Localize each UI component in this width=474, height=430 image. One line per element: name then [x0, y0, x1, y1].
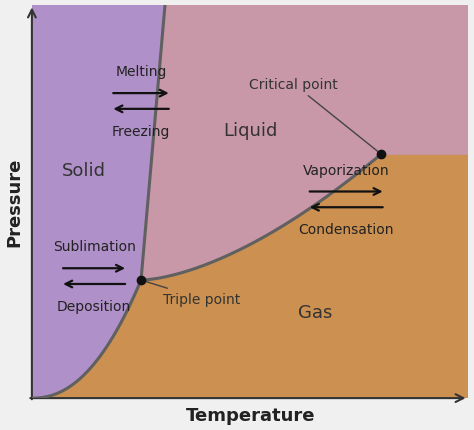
Polygon shape: [32, 155, 468, 398]
Text: Gas: Gas: [299, 303, 333, 321]
Text: Solid: Solid: [62, 162, 106, 179]
Text: Critical point: Critical point: [249, 78, 379, 153]
Text: Vaporization: Vaporization: [303, 163, 390, 177]
Text: Melting: Melting: [115, 65, 167, 79]
Polygon shape: [32, 6, 165, 398]
Text: Triple point: Triple point: [144, 281, 240, 306]
Text: Liquid: Liquid: [223, 122, 277, 140]
Text: Sublimation: Sublimation: [53, 240, 136, 254]
Polygon shape: [141, 6, 468, 280]
Text: Freezing: Freezing: [112, 125, 170, 138]
Y-axis label: Pressure: Pressure: [6, 157, 24, 246]
X-axis label: Temperature: Temperature: [185, 406, 315, 424]
Text: Condensation: Condensation: [299, 223, 394, 237]
Text: Deposition: Deposition: [57, 299, 131, 313]
